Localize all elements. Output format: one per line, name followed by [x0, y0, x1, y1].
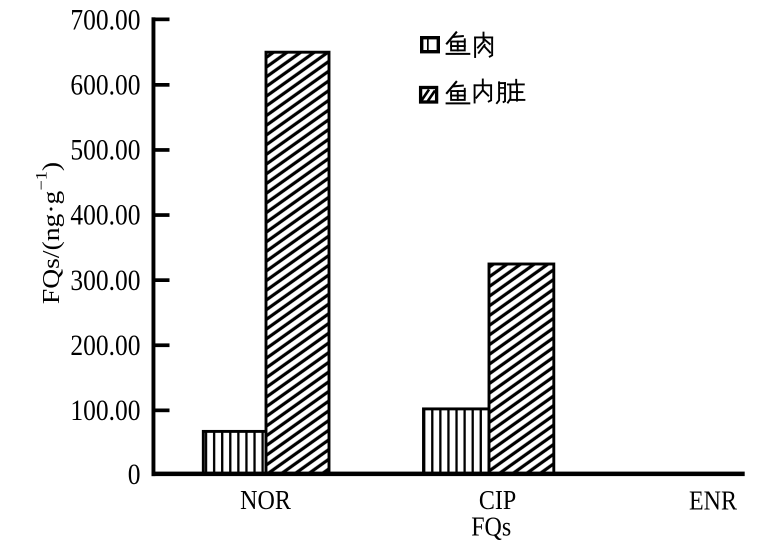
svg-text:300.00: 300.00 — [70, 264, 140, 296]
svg-text:ENR: ENR — [689, 485, 738, 516]
svg-text:500.00: 500.00 — [70, 134, 140, 166]
svg-text:0: 0 — [128, 459, 141, 491]
svg-text:200.00: 200.00 — [70, 329, 140, 361]
svg-text:700.00: 700.00 — [70, 4, 140, 36]
svg-text:NOR: NOR — [240, 485, 291, 516]
svg-text:400.00: 400.00 — [70, 199, 140, 231]
svg-text:CIP: CIP — [479, 484, 516, 515]
svg-text:FQs: FQs — [471, 511, 511, 542]
svg-text:600.00: 600.00 — [70, 69, 140, 101]
svg-text:100.00: 100.00 — [70, 394, 140, 426]
